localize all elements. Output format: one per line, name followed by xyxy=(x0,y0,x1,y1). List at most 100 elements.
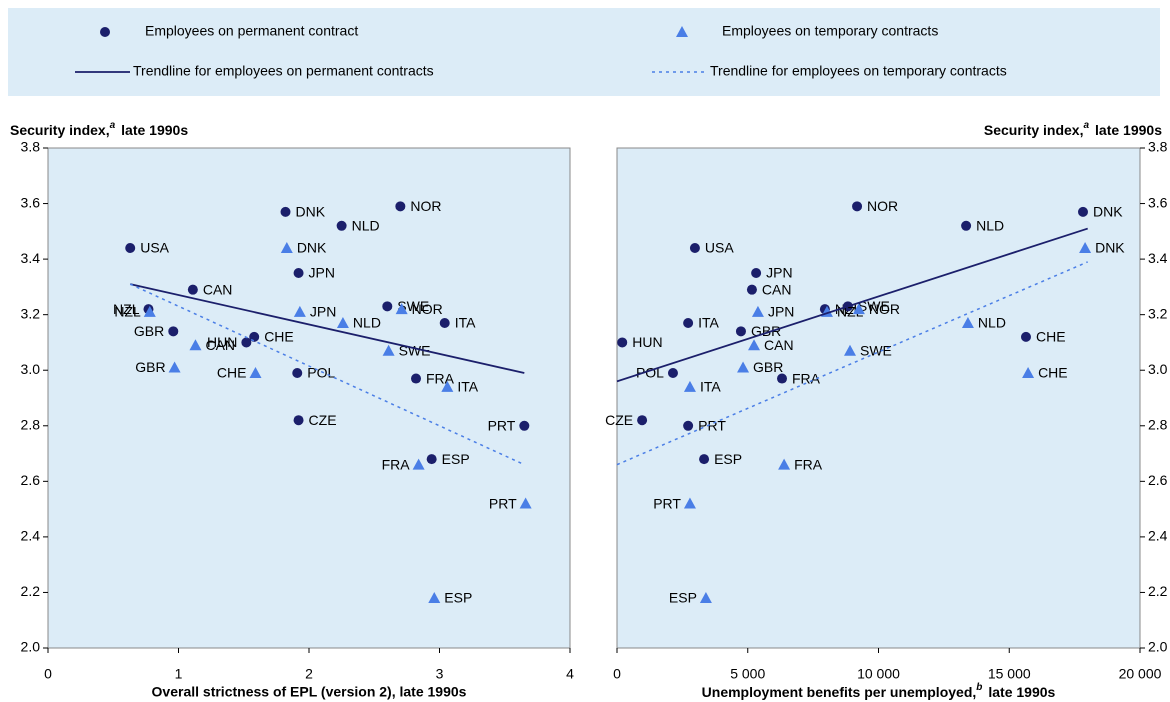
point-label: DNK xyxy=(1095,240,1125,256)
triangle-marker xyxy=(751,305,764,317)
point-label: USA xyxy=(705,240,734,256)
point-label: NLD xyxy=(353,315,381,331)
point-label: CZE xyxy=(605,412,633,428)
circle-marker xyxy=(1077,206,1088,217)
point-label: HUN xyxy=(207,334,237,350)
circle-marker xyxy=(751,268,762,278)
triangle-marker xyxy=(778,458,791,470)
x-tick-label: 1 xyxy=(175,666,183,682)
point-label: NOR xyxy=(412,301,443,317)
point-label: DNK xyxy=(296,204,326,220)
y-tick-label: 3.2 xyxy=(1148,305,1168,321)
triangle-marker xyxy=(189,339,202,351)
y-tick-label: 3.4 xyxy=(1148,250,1168,266)
triangle-marker xyxy=(168,361,181,373)
label-part: Security index, xyxy=(984,122,1084,138)
circle-marker xyxy=(961,220,972,231)
point-label: SWE xyxy=(860,342,892,358)
triangle-marker xyxy=(699,592,712,603)
y-tick-label: 3.8 xyxy=(21,139,41,155)
point-label: FRA xyxy=(426,370,455,386)
circle-marker xyxy=(100,27,110,37)
triangle-marker xyxy=(293,305,306,317)
y-axis-label: Security index,a late 1990s xyxy=(10,120,188,138)
point-label: NLD xyxy=(976,217,1004,233)
y-tick-label: 2.4 xyxy=(21,528,41,544)
triangle-marker xyxy=(441,380,454,392)
point-label: JPN xyxy=(766,265,792,281)
point-label: ITA xyxy=(457,379,478,395)
circle-marker xyxy=(395,201,406,212)
triangle-marker xyxy=(1022,367,1035,378)
superscript: a xyxy=(1083,120,1089,131)
plot-area xyxy=(616,147,1141,649)
label-part: late 1990s xyxy=(121,122,188,138)
label-part: late 1990s xyxy=(1095,122,1162,138)
point-label: USA xyxy=(140,240,169,256)
triangle-marker xyxy=(280,242,293,253)
point-label: NZL xyxy=(114,304,141,320)
point-label: JPN xyxy=(768,304,794,320)
point-label: NOR xyxy=(867,198,898,214)
triangle-marker xyxy=(961,317,974,328)
legend-label: Employees on temporary contracts xyxy=(722,23,938,39)
circle-marker xyxy=(683,318,694,328)
point-label: GBR xyxy=(135,359,165,375)
trendline xyxy=(130,283,525,374)
y-tick-label: 3.0 xyxy=(1148,361,1168,377)
point-label: HUN xyxy=(632,334,662,350)
triangle-marker xyxy=(412,458,425,470)
point-label: NLD xyxy=(978,315,1006,331)
point-label: NZL xyxy=(113,301,140,317)
x-tick-label: 15 000 xyxy=(988,666,1031,682)
y-tick-label: 2.2 xyxy=(21,583,41,599)
circle-marker xyxy=(411,373,422,384)
triangle-marker xyxy=(428,592,441,603)
y-axis-label: Security index,a late 1990s xyxy=(984,120,1162,138)
point-label: GBR xyxy=(134,323,164,339)
point-label: DNK xyxy=(297,240,327,256)
triangle-marker xyxy=(683,380,696,392)
circle-marker xyxy=(125,243,136,253)
x-tick-label: 5 000 xyxy=(730,666,765,682)
triangle-marker xyxy=(143,305,156,317)
plot-area xyxy=(47,147,571,649)
point-label: ESP xyxy=(444,590,472,606)
y-tick-label: 2.6 xyxy=(21,472,41,488)
point-label: ESP xyxy=(669,590,697,606)
point-label: ITA xyxy=(455,315,476,331)
trendline xyxy=(129,283,525,466)
circle-marker xyxy=(293,268,304,278)
circle-marker xyxy=(683,420,694,431)
x-tick-label: 10 000 xyxy=(857,666,900,682)
x-tick-label: 20 000 xyxy=(1119,666,1162,682)
x-tick-label: 3 xyxy=(436,666,444,682)
triangle-marker xyxy=(683,497,696,509)
circle-marker xyxy=(617,337,628,348)
triangle-marker xyxy=(382,344,395,356)
point-label: FRA xyxy=(382,456,411,472)
triangle-marker xyxy=(737,361,750,373)
trendline xyxy=(616,261,1088,466)
point-label: PRT xyxy=(653,495,681,511)
superscript: a xyxy=(110,120,116,131)
circle-marker xyxy=(439,318,450,328)
point-label: ITA xyxy=(700,379,721,395)
circle-marker xyxy=(426,454,437,465)
triangle-marker xyxy=(1079,242,1092,253)
point-label: CZE xyxy=(309,412,337,428)
circle-marker xyxy=(689,243,700,253)
x-axis-label: Unemployment benefits per unemployed,b la… xyxy=(702,682,1056,700)
triangle-marker xyxy=(519,497,532,509)
y-tick-label: 2.0 xyxy=(21,639,41,655)
circle-marker xyxy=(249,331,260,342)
y-tick-label: 3.6 xyxy=(1148,194,1168,210)
point-label: JPN xyxy=(310,304,336,320)
trendline xyxy=(616,227,1088,383)
x-tick-label: 2 xyxy=(305,666,313,682)
legend-box xyxy=(8,8,1160,96)
point-label: NLD xyxy=(352,217,380,233)
label-part: Security index, xyxy=(10,122,110,138)
y-tick-label: 3.0 xyxy=(21,361,41,377)
